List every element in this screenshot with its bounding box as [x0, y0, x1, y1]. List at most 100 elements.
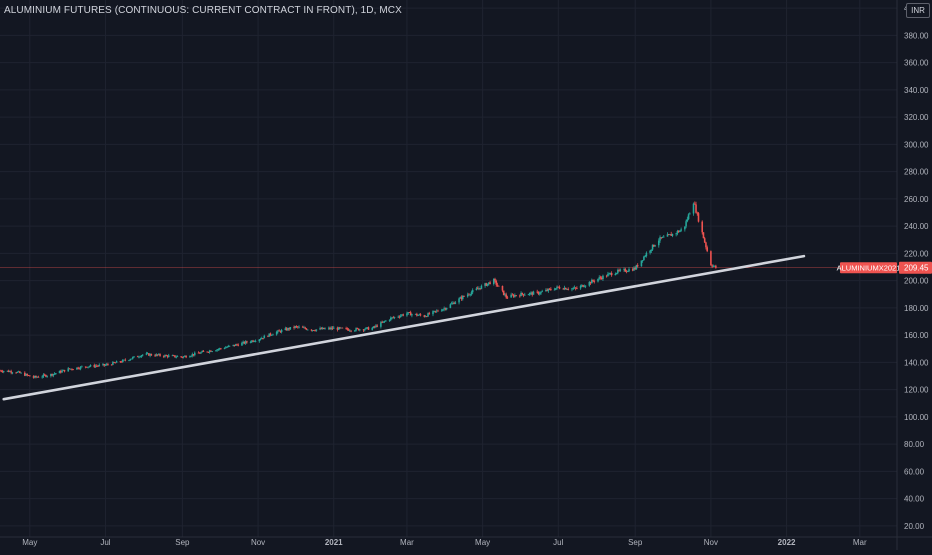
candle-body: [202, 351, 205, 352]
candle-body: [480, 285, 483, 289]
candle-body: [641, 260, 644, 261]
candle-body: [263, 335, 266, 339]
candle-body: [567, 289, 570, 290]
candle-body: [530, 292, 532, 294]
candle-body: [145, 353, 148, 355]
candle-body: [375, 325, 377, 327]
candle-body: [355, 328, 357, 331]
candle-body: [6, 370, 9, 372]
candle-body: [686, 219, 689, 222]
candle-body: [154, 355, 156, 357]
candle-body: [185, 355, 187, 358]
candle-body: [339, 327, 341, 329]
candle-body: [468, 294, 470, 296]
candle-body: [572, 288, 574, 290]
candle-body: [679, 230, 681, 233]
candle-body: [225, 347, 227, 349]
candle-body: [216, 349, 218, 351]
candle-body: [237, 344, 240, 346]
candle-body: [449, 304, 452, 308]
candle-body: [81, 366, 83, 368]
candle-body: [104, 364, 107, 366]
candle-body: [174, 355, 176, 358]
candle-body: [120, 361, 123, 363]
candle-body: [46, 375, 48, 377]
candle-body: [666, 234, 669, 237]
candle-body: [2, 371, 5, 372]
candle-body: [58, 370, 61, 374]
candle-body: [527, 294, 530, 296]
candle-body: [608, 273, 610, 275]
candle-body: [501, 285, 504, 291]
candle-body: [398, 316, 401, 318]
y-tick-label: 360.00: [904, 59, 929, 68]
candle-body: [148, 353, 150, 356]
candle-body: [296, 326, 299, 328]
candle-body: [444, 308, 447, 310]
candle-body: [345, 328, 347, 329]
candle-body: [130, 358, 133, 360]
time-axis[interactable]: May Jul Sep Nov 2021 Mar May Jul Sep Nov 2022 Mar: [22, 538, 867, 547]
candle-body: [486, 283, 489, 286]
candle-body: [711, 265, 713, 267]
candle-body: [244, 341, 247, 344]
y-tick-label: 320.00: [904, 113, 929, 122]
candle-body: [123, 359, 125, 361]
candle-body: [356, 328, 359, 330]
candle-body: [140, 355, 143, 357]
candle-body: [275, 331, 278, 335]
candle-body: [494, 278, 496, 281]
candle-body: [582, 285, 584, 287]
candle-body: [138, 356, 140, 358]
candle-body: [635, 265, 638, 270]
candle-body: [442, 309, 444, 311]
candle-body: [636, 265, 639, 267]
candle-body: [393, 317, 396, 318]
candle-body: [479, 288, 481, 290]
candle-body: [433, 310, 436, 312]
candle-body: [55, 373, 57, 374]
candle-body: [32, 376, 35, 378]
candle-body: [167, 355, 170, 357]
candle-body: [280, 329, 283, 333]
candle-body: [311, 330, 314, 331]
candle-body: [37, 376, 40, 378]
candle-body: [445, 307, 448, 310]
candle-body: [643, 256, 645, 261]
candle-body: [660, 237, 663, 239]
candle-body: [489, 282, 491, 285]
candle-body: [609, 273, 612, 274]
candle-body: [677, 231, 680, 233]
candle-body: [399, 315, 402, 317]
candle-body: [112, 362, 114, 365]
candle-body: [618, 269, 620, 271]
candle-body: [35, 375, 37, 377]
price-label-layer: ALUMINIUMX2021 209.45: [837, 261, 932, 274]
candle-body: [251, 340, 253, 343]
candle-body: [53, 373, 56, 375]
candle-body: [651, 244, 654, 250]
candle-body: [346, 328, 349, 330]
y-tick-label: 200.00: [904, 277, 929, 286]
candle-body: [411, 314, 413, 316]
symbol-label: ALUMINIUMX2021: [837, 264, 901, 273]
candle-body: [522, 294, 525, 296]
candle-body: [298, 326, 300, 328]
candle-body: [669, 234, 671, 235]
candle-body: [524, 294, 526, 296]
currency-button[interactable]: INR: [906, 3, 930, 18]
candle-body: [653, 244, 655, 247]
candle-body: [557, 286, 560, 288]
candle-body: [136, 356, 139, 358]
candle-body: [657, 240, 660, 246]
candle-body: [680, 229, 682, 231]
candle-body: [252, 340, 254, 342]
candle-body: [583, 286, 586, 288]
candle-body: [600, 277, 603, 280]
x-tick-label: Mar: [400, 538, 414, 547]
candle-body: [78, 368, 81, 370]
candle-body: [615, 272, 618, 274]
candle-body: [146, 353, 149, 355]
